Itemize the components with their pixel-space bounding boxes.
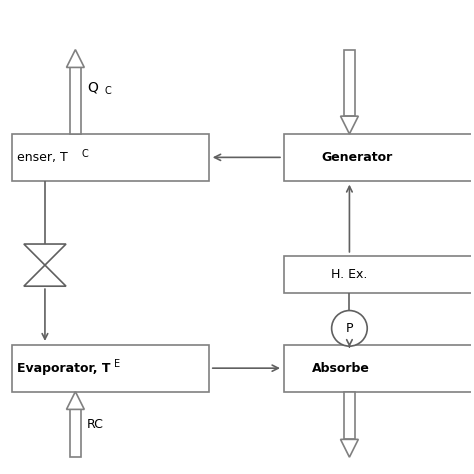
Polygon shape: [340, 439, 358, 457]
Polygon shape: [24, 265, 66, 286]
FancyBboxPatch shape: [284, 345, 474, 392]
Text: E: E: [114, 359, 120, 369]
FancyBboxPatch shape: [284, 256, 474, 293]
FancyBboxPatch shape: [12, 345, 209, 392]
Text: Absorbe: Absorbe: [312, 362, 370, 374]
Text: C: C: [105, 86, 112, 96]
Bar: [70, 67, 81, 134]
Text: C: C: [82, 149, 88, 159]
Polygon shape: [66, 50, 84, 67]
Text: RC: RC: [87, 418, 104, 431]
Text: enser, T: enser, T: [17, 151, 68, 164]
Text: Generator: Generator: [321, 151, 392, 164]
Circle shape: [332, 310, 367, 346]
Text: H. Ex.: H. Ex.: [331, 268, 367, 281]
Bar: [344, 50, 355, 116]
Polygon shape: [340, 116, 358, 134]
Bar: [70, 410, 81, 457]
Polygon shape: [24, 244, 66, 265]
Text: Evaporator, T: Evaporator, T: [17, 362, 110, 374]
Text: P: P: [346, 322, 353, 335]
Polygon shape: [66, 392, 84, 410]
Bar: [344, 392, 355, 439]
FancyBboxPatch shape: [12, 134, 209, 181]
Text: Q: Q: [87, 80, 98, 94]
FancyBboxPatch shape: [284, 134, 474, 181]
